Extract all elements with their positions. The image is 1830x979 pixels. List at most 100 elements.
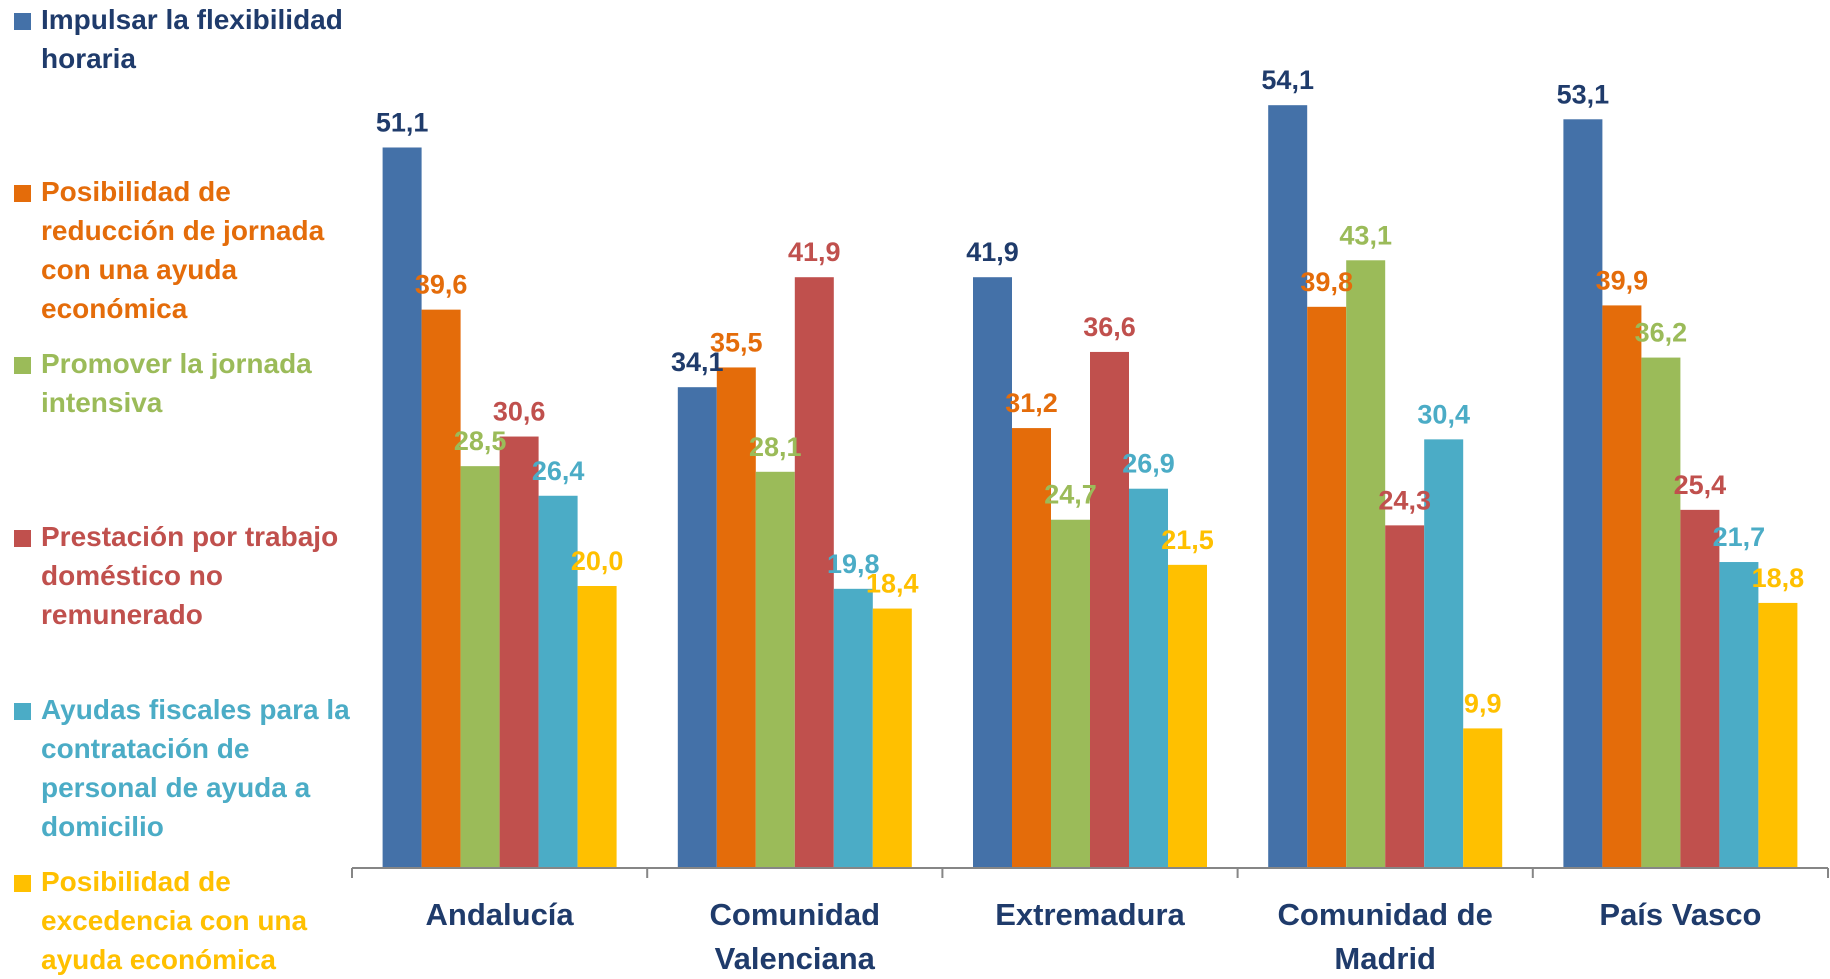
bar: [1385, 525, 1425, 868]
legend-swatch: [14, 530, 31, 547]
data-label: 28,5: [454, 426, 507, 456]
legend-swatch: [14, 357, 31, 374]
legend-label-line: Promover la jornada: [41, 348, 312, 379]
bar: [1090, 351, 1129, 868]
legend-label-line: con una ayuda: [41, 254, 238, 285]
legend-label-line: intensiva: [41, 387, 163, 418]
legend-swatch: [14, 13, 31, 30]
data-label: 21,5: [1161, 525, 1214, 555]
data-label: 26,4: [532, 456, 585, 486]
bar: [1680, 509, 1720, 868]
data-label: 41,9: [788, 237, 841, 267]
legend-label-line: Posibilidad de: [41, 176, 231, 207]
data-label: 18,4: [866, 569, 919, 599]
legend-label-line: excedencia con una: [41, 905, 308, 936]
bar: [1602, 305, 1642, 868]
bar: [716, 367, 756, 868]
data-label: 31,2: [1005, 388, 1058, 418]
bar: [1463, 728, 1503, 868]
legend-label-line: Posibilidad de: [41, 866, 231, 897]
bar: [460, 466, 500, 868]
data-label: 51,1: [376, 107, 429, 137]
legend-label-line: personal de ayuda a: [41, 772, 311, 803]
data-label: 54,1: [1261, 65, 1314, 95]
legend-label-line: Impulsar la flexibilidad: [41, 4, 343, 35]
legend-label-line: Ayudas fiscales para la: [41, 694, 350, 725]
data-label: 9,9: [1464, 688, 1502, 718]
bar: [1563, 119, 1603, 869]
legend-label-line: doméstico no: [41, 560, 224, 591]
legend-swatch: [14, 185, 31, 202]
category-label-line: Madrid: [1334, 941, 1436, 976]
bar: [1168, 564, 1207, 868]
data-label: 18,8: [1752, 563, 1805, 593]
data-label: 35,5: [710, 327, 763, 357]
data-label: 39,9: [1596, 265, 1649, 295]
data-label: 21,7: [1713, 522, 1766, 552]
legend-label-line: reducción de jornada: [41, 215, 325, 246]
category-label-line: Comunidad de: [1278, 897, 1493, 932]
data-label: 53,1: [1557, 79, 1610, 109]
bar: [1129, 488, 1168, 868]
data-label: 28,1: [749, 432, 802, 462]
bar: [872, 608, 912, 868]
legend-swatch: [14, 875, 31, 892]
legend-label-line: ayuda económica: [41, 944, 276, 975]
category-label: Comunidad Valenciana: [710, 897, 881, 976]
data-label: 26,9: [1122, 449, 1175, 479]
category-label: Comunidad de Madrid: [1278, 897, 1493, 976]
data-label: 39,8: [1300, 267, 1353, 297]
legend-label-line: económica: [41, 293, 188, 324]
bar: [577, 586, 617, 868]
bar: [677, 387, 717, 868]
data-label: 20,0: [571, 546, 624, 576]
data-label: 36,6: [1083, 312, 1136, 342]
data-label: 36,2: [1635, 318, 1688, 348]
bar: [499, 436, 539, 868]
data-label: 39,6: [415, 270, 468, 300]
category-label-line: País Vasco: [1599, 897, 1761, 932]
legend-item: Ayudas fiscales para la contratación de pe…: [14, 690, 381, 846]
category-label: Andalucía: [426, 897, 575, 932]
data-label: 34,1: [671, 347, 724, 377]
data-label: 30,6: [493, 397, 546, 427]
bar: [421, 309, 461, 868]
bar: [1268, 105, 1308, 868]
data-label: 24,7: [1044, 480, 1097, 510]
legend-label-line: contratación de: [41, 733, 250, 764]
bar: [1051, 519, 1090, 868]
bar: [1758, 602, 1798, 868]
bar: [833, 588, 873, 868]
bar: [382, 147, 422, 869]
legend-item: Posibilidad de reducción de jornada con un…: [14, 172, 381, 328]
legend-swatch: [14, 703, 31, 720]
legend-label-line: remunerado: [41, 599, 203, 630]
category-label-line: Andalucía: [426, 897, 575, 932]
category-label: Extremadura: [995, 897, 1185, 932]
category-label: País Vasco: [1599, 897, 1761, 932]
bar: [1424, 439, 1464, 868]
data-label: 43,1: [1339, 220, 1392, 250]
legend-item: Promover la jornada intensiva: [14, 344, 381, 422]
bar: [1012, 428, 1051, 868]
legend-label-line: domicilio: [41, 811, 164, 842]
category-label-line: Comunidad: [710, 897, 881, 932]
bar: [538, 495, 578, 868]
bar: [1307, 306, 1347, 868]
legend-label-line: Prestación por trabajo: [41, 521, 339, 552]
category-label-line: Valenciana: [715, 941, 876, 976]
bar: [794, 277, 834, 869]
bar: [973, 277, 1012, 869]
bar: [755, 471, 795, 868]
bar: [1346, 260, 1386, 868]
category-label-line: Extremadura: [995, 897, 1185, 932]
data-label: 41,9: [966, 237, 1019, 267]
data-label: 24,3: [1378, 485, 1431, 515]
bar: [1719, 562, 1759, 868]
data-label: 30,4: [1417, 399, 1470, 429]
legend-item: Impulsar la flexibilidad horaria: [14, 0, 381, 78]
legend-item: Prestación por trabajo doméstico no remune…: [14, 517, 381, 634]
bar: [1641, 357, 1681, 868]
data-label: 19,8: [827, 549, 880, 579]
